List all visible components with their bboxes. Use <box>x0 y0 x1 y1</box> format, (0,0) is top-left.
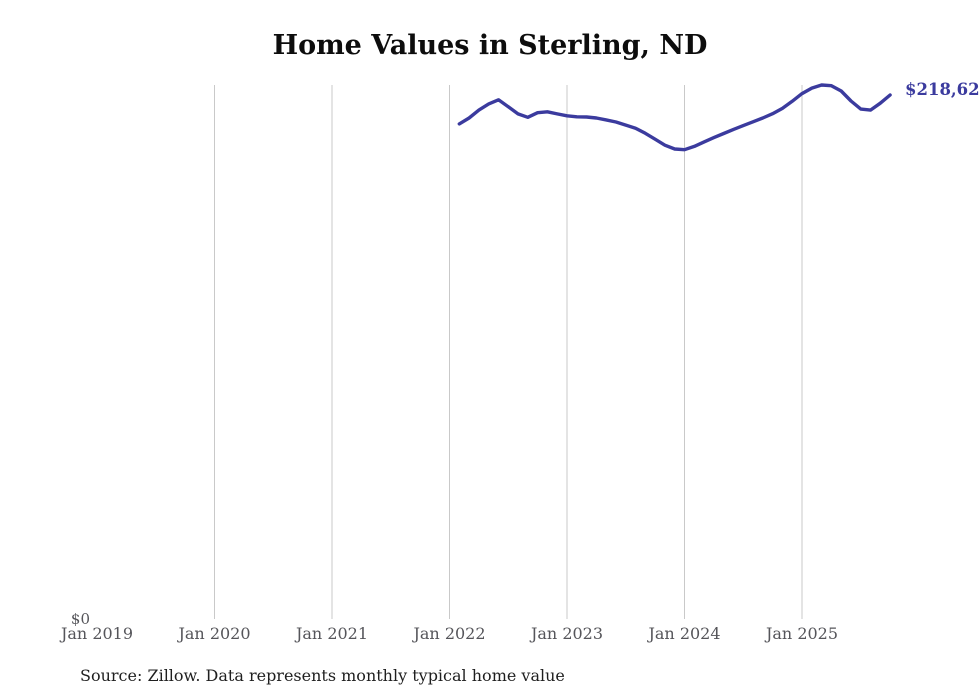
x-tick-label-2024: Jan 2024 <box>648 624 721 643</box>
home-value-line-series <box>457 83 892 152</box>
source-note: Source: Zillow. Data represents monthly … <box>80 666 565 685</box>
y-axis-zero-label: $0 <box>70 610 90 628</box>
chart-title: Home Values in Sterling, ND <box>272 30 708 61</box>
x-tick-label-2021: Jan 2021 <box>295 624 369 643</box>
latest-value-label: $218,622 <box>905 80 980 99</box>
x-tick-label-2019: Jan 2019 <box>60 624 134 643</box>
x-tick-label-2023: Jan 2023 <box>530 624 604 643</box>
x-tick-label-2025: Jan 2025 <box>765 624 839 643</box>
year-gridlines <box>214 85 803 619</box>
x-tick-label-2022: Jan 2022 <box>413 624 486 643</box>
x-tick-label-2020: Jan 2020 <box>178 624 251 643</box>
